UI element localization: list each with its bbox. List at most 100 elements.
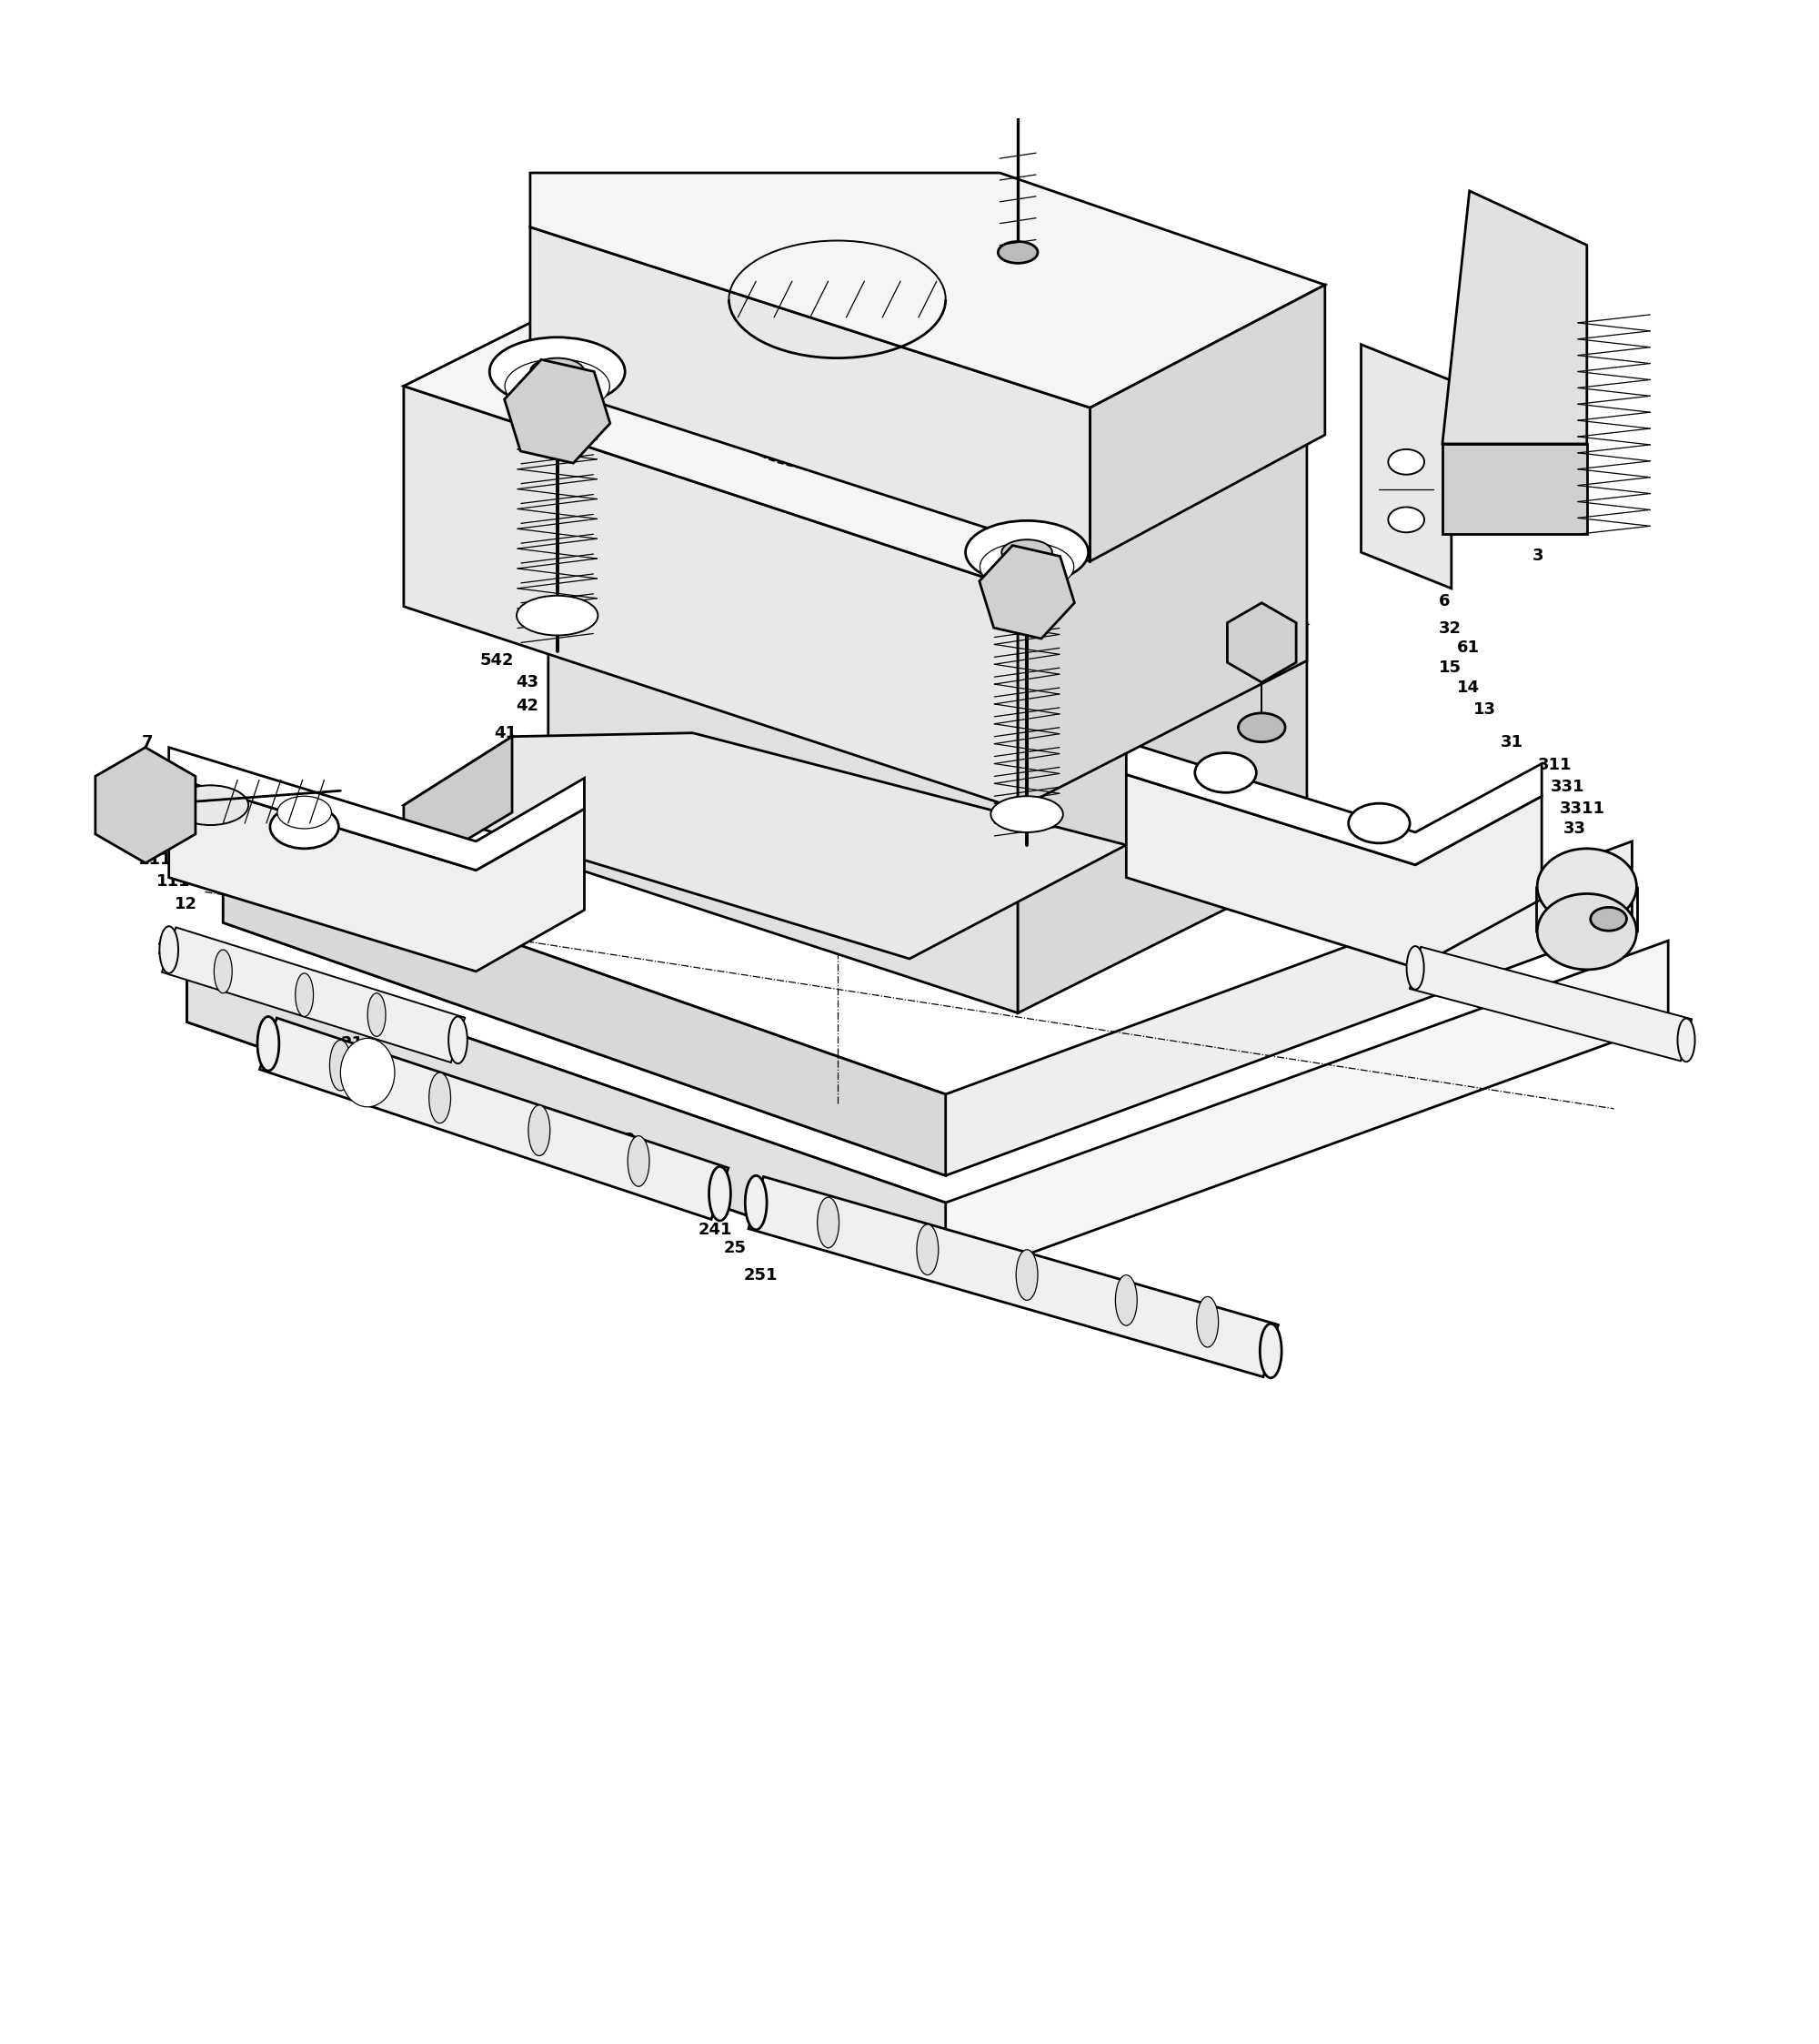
Polygon shape <box>1442 444 1586 533</box>
Polygon shape <box>260 1018 728 1220</box>
Polygon shape <box>1019 444 1306 809</box>
Ellipse shape <box>1590 908 1626 930</box>
Text: 411: 411 <box>211 959 244 975</box>
Text: 32: 32 <box>1439 619 1461 636</box>
Text: 311: 311 <box>1539 756 1572 773</box>
Text: 15: 15 <box>1439 660 1461 677</box>
Ellipse shape <box>917 1224 939 1275</box>
Text: 6: 6 <box>1439 593 1450 609</box>
Text: 432: 432 <box>1071 587 1106 603</box>
Text: 514: 514 <box>458 435 491 452</box>
Text: 61: 61 <box>1457 640 1479 656</box>
Ellipse shape <box>1537 893 1637 969</box>
Polygon shape <box>169 748 584 871</box>
Ellipse shape <box>1388 450 1424 474</box>
Polygon shape <box>404 736 513 877</box>
Text: 7: 7 <box>142 734 153 750</box>
Ellipse shape <box>528 1106 549 1155</box>
Text: 14: 14 <box>1457 679 1479 695</box>
Text: 112: 112 <box>602 1130 637 1147</box>
Polygon shape <box>748 1177 1279 1378</box>
Polygon shape <box>1090 284 1324 562</box>
Ellipse shape <box>529 358 584 384</box>
Text: 811: 811 <box>1439 446 1473 462</box>
Ellipse shape <box>1677 1018 1695 1061</box>
Polygon shape <box>1126 775 1543 967</box>
Text: 41: 41 <box>495 726 517 742</box>
Text: 52: 52 <box>495 472 517 489</box>
Text: 5111: 5111 <box>711 270 757 286</box>
Polygon shape <box>404 386 1019 809</box>
Text: 5: 5 <box>486 390 497 407</box>
Ellipse shape <box>1348 803 1410 842</box>
Ellipse shape <box>746 1175 768 1230</box>
Text: 24: 24 <box>684 1194 706 1210</box>
Ellipse shape <box>160 926 178 973</box>
Ellipse shape <box>295 973 313 1016</box>
Text: 511: 511 <box>666 274 700 290</box>
Ellipse shape <box>1017 1249 1039 1300</box>
Text: 43: 43 <box>517 675 538 691</box>
Text: 4: 4 <box>491 599 502 615</box>
Text: 5411: 5411 <box>1010 493 1055 509</box>
Ellipse shape <box>709 1167 731 1220</box>
Text: 543: 543 <box>486 517 518 533</box>
Text: 331: 331 <box>1552 779 1584 795</box>
Text: 251: 251 <box>744 1267 777 1284</box>
Text: 21: 21 <box>340 1036 364 1053</box>
Ellipse shape <box>1388 507 1424 531</box>
Text: 82: 82 <box>1439 415 1462 431</box>
Text: 4321: 4321 <box>1053 566 1099 583</box>
Text: 83: 83 <box>1533 491 1555 507</box>
Ellipse shape <box>1239 713 1286 742</box>
Text: 3: 3 <box>1533 548 1544 564</box>
Ellipse shape <box>1537 848 1637 924</box>
Ellipse shape <box>276 797 331 828</box>
Text: 241: 241 <box>698 1222 733 1239</box>
Polygon shape <box>1126 742 1543 865</box>
Polygon shape <box>1361 345 1452 589</box>
Text: 22: 22 <box>657 1171 678 1188</box>
Polygon shape <box>187 940 1668 1284</box>
Text: 1111: 1111 <box>138 850 184 867</box>
Text: 31: 31 <box>1501 734 1523 750</box>
Ellipse shape <box>628 1136 649 1186</box>
Text: 81: 81 <box>1433 472 1457 489</box>
Ellipse shape <box>1197 1296 1219 1347</box>
Ellipse shape <box>429 1073 451 1122</box>
Text: 3121: 3121 <box>1577 942 1623 959</box>
Text: 312: 312 <box>1564 914 1599 930</box>
Polygon shape <box>548 615 1019 1014</box>
Ellipse shape <box>449 1016 467 1063</box>
Text: 542: 542 <box>480 652 513 668</box>
Text: 8: 8 <box>1533 403 1544 419</box>
Polygon shape <box>1410 946 1692 1061</box>
Text: 42: 42 <box>517 697 538 713</box>
Text: 5121: 5121 <box>991 290 1037 307</box>
Text: 1: 1 <box>196 834 207 850</box>
Ellipse shape <box>269 805 338 848</box>
Text: 5431: 5431 <box>473 544 518 560</box>
Ellipse shape <box>215 950 233 993</box>
Text: 513: 513 <box>1037 407 1070 423</box>
Polygon shape <box>162 928 466 1063</box>
Text: 13: 13 <box>1473 701 1495 717</box>
Text: 812: 812 <box>1466 484 1501 501</box>
Polygon shape <box>224 842 1632 1175</box>
Text: 26: 26 <box>295 991 318 1008</box>
Text: 531: 531 <box>620 282 655 298</box>
Text: 33: 33 <box>1563 820 1586 836</box>
Ellipse shape <box>991 797 1062 832</box>
Polygon shape <box>187 940 946 1284</box>
Ellipse shape <box>506 360 609 413</box>
Ellipse shape <box>817 1198 839 1247</box>
Ellipse shape <box>329 1040 351 1091</box>
Polygon shape <box>548 470 1306 769</box>
Ellipse shape <box>1002 540 1051 564</box>
Polygon shape <box>404 734 1126 959</box>
Text: 821: 821 <box>1419 390 1453 407</box>
Ellipse shape <box>1261 1325 1282 1378</box>
Ellipse shape <box>258 1016 278 1071</box>
Text: 3311: 3311 <box>1561 801 1606 818</box>
Text: 53: 53 <box>575 300 598 317</box>
